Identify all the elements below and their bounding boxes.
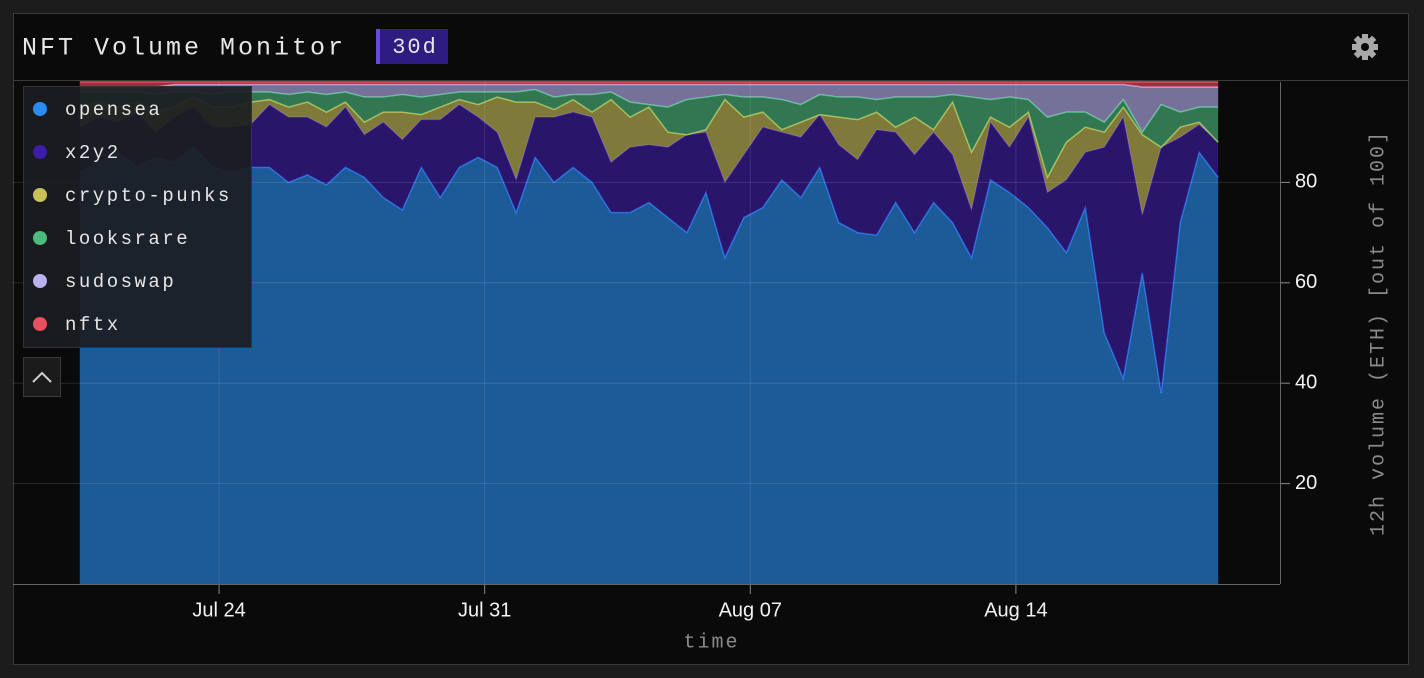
area-fill	[79, 147, 1219, 584]
y-axis-label: 12h volume (ETH) [out of 100]	[1367, 130, 1390, 536]
area-fill	[79, 89, 1219, 178]
legend-dot	[33, 145, 47, 159]
legend-box	[23, 86, 252, 348]
x-tick-label: Jul 31	[458, 599, 511, 621]
legend-dot	[33, 317, 47, 331]
y-tick-label: 80	[1295, 171, 1317, 193]
legend-label: x2y2	[65, 142, 121, 164]
legend: opensea x2y2 crypto-punks looksrare sudoswap…	[23, 86, 252, 348]
range-badge[interactable]	[376, 29, 448, 64]
legend-label: nftx	[65, 314, 121, 336]
area-fill	[79, 97, 1219, 216]
y-tick-label: 40	[1295, 371, 1317, 393]
axes: 20 40 60 80 Jul 24 Jul 31 Aug 07 Aug 14 time 12h …	[13, 82, 1390, 654]
legend-label: sudoswap	[65, 271, 176, 293]
plot	[79, 81, 1219, 584]
x-axis-label: time	[683, 631, 739, 654]
x-tick-label: Jul 24	[192, 599, 245, 621]
legend-label: crypto-punks	[65, 185, 232, 207]
legend-label: looksrare	[65, 228, 190, 250]
range-badge-edge	[376, 29, 380, 64]
legend-dot	[33, 102, 47, 116]
x-tick-label: Aug 07	[719, 599, 782, 621]
legend-dot	[33, 231, 47, 245]
legend-dot	[33, 188, 47, 202]
x-tick-label: Aug 14	[984, 599, 1047, 621]
area-fill	[79, 82, 1219, 88]
range-label[interactable]: 30d	[392, 35, 438, 60]
gear-hole	[1361, 43, 1369, 51]
area-fill	[79, 104, 1219, 394]
y-tick-label: 60	[1295, 271, 1317, 293]
legend-dot	[33, 274, 47, 288]
legend-toggle-box[interactable]	[23, 357, 61, 397]
header-title: NFT Volume Monitor	[22, 34, 346, 63]
area-fill	[79, 84, 1219, 133]
legend-label: opensea	[65, 99, 162, 121]
chevron-up	[32, 371, 52, 383]
legend-toggle[interactable]	[23, 357, 61, 397]
y-tick-label: 20	[1295, 472, 1317, 494]
settings-icon[interactable]	[1352, 34, 1378, 60]
